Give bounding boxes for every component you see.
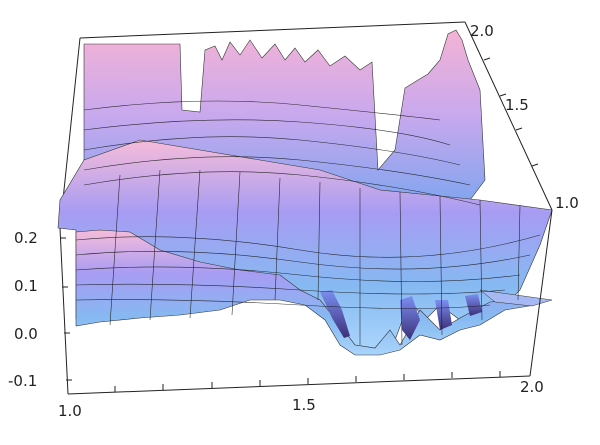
surface-tail <box>479 289 553 307</box>
y-tick-label-1-0: 1.0 <box>555 194 579 212</box>
y-tick-label-1-5: 1.5 <box>505 96 529 114</box>
x-tick-label-2-0: 2.0 <box>520 378 544 396</box>
z-axis <box>60 237 72 381</box>
surface-dip-2 <box>400 296 420 340</box>
x-axis <box>114 371 501 392</box>
y-axis <box>483 57 539 167</box>
z-tick-label-0-2: 0.2 <box>14 229 38 247</box>
z-tick-label-0-1: 0.1 <box>14 277 38 295</box>
z-tick-label-0-0: 0.0 <box>14 325 38 343</box>
surface-dip-4 <box>465 294 482 316</box>
box-front <box>59 209 553 395</box>
x-tick-label-1-5: 1.5 <box>292 396 316 414</box>
y-tick-label-2-0: 2.0 <box>470 22 494 40</box>
surface <box>57 29 553 356</box>
x-tick-label-1-0: 1.0 <box>58 402 82 420</box>
surface-dip-1 <box>320 290 350 338</box>
surface-mesh <box>75 100 541 346</box>
z-tick-label-neg-0-1: -0.1 <box>8 372 37 390</box>
